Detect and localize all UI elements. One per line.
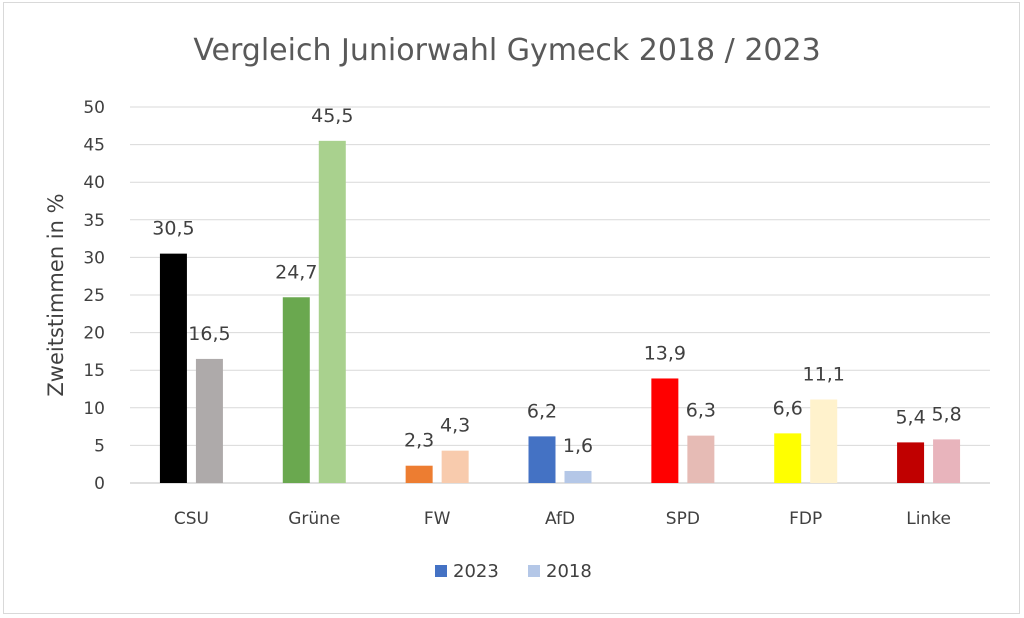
bar-2023-FDP bbox=[774, 433, 802, 483]
y-tick-label: 10 bbox=[83, 399, 105, 419]
data-labels: 30,5 16,5 24,7 45,5 2,3 4,3 6,2 1,6 13,9 6,3 6,611… bbox=[152, 105, 961, 457]
bar-2023-CSU bbox=[159, 253, 187, 483]
bar-2023-Linke bbox=[897, 442, 925, 483]
data-label: 5,8 bbox=[931, 403, 961, 425]
y-axis-label: Zweitstimmen in % bbox=[44, 193, 68, 396]
bar-2018-FW bbox=[441, 450, 469, 483]
data-label: 6,2 bbox=[527, 400, 557, 422]
bar-2018-Grüne bbox=[318, 140, 346, 483]
data-label: 24,7 bbox=[275, 261, 317, 283]
y-tick-label: 50 bbox=[83, 98, 105, 118]
bar-2023-SPD bbox=[651, 378, 679, 483]
bar-2018-CSU bbox=[195, 358, 223, 483]
bar-2018-AfD bbox=[564, 470, 592, 483]
y-tick-label: 45 bbox=[83, 136, 105, 156]
y-tick-label: 0 bbox=[94, 474, 105, 494]
y-tick-label: 30 bbox=[83, 248, 105, 268]
data-label: 4,3 bbox=[440, 415, 470, 437]
bar-2023-AfD bbox=[528, 436, 556, 483]
data-label: 16,5 bbox=[188, 323, 230, 345]
data-label: 13,9 bbox=[644, 342, 686, 364]
bars bbox=[159, 140, 961, 483]
data-label: 6,6 bbox=[773, 397, 803, 419]
bar-2023-Grüne bbox=[282, 297, 310, 483]
x-axis-categories: CSU Grüne FW AfD SPD FDP Linke bbox=[174, 509, 951, 529]
data-label: 2,3 bbox=[404, 430, 434, 452]
data-label: 11,1 bbox=[803, 364, 845, 386]
x-category-label: CSU bbox=[174, 509, 209, 529]
chart-title: Vergleich Juniorwahl Gymeck 2018 / 2023 bbox=[193, 33, 820, 68]
legend-swatch bbox=[435, 565, 447, 577]
x-category-label: FW bbox=[424, 509, 451, 529]
data-label: 1,6 bbox=[563, 435, 593, 457]
bar-2018-SPD bbox=[687, 435, 715, 483]
y-tick-label: 40 bbox=[83, 173, 105, 193]
bar-2018-FDP bbox=[810, 399, 838, 483]
x-category-label: Grüne bbox=[288, 509, 340, 529]
y-tick-label: 20 bbox=[83, 324, 105, 344]
x-category-label: AfD bbox=[545, 509, 575, 529]
y-tick-label: 5 bbox=[94, 436, 105, 456]
data-label: 6,3 bbox=[686, 400, 716, 422]
y-tick-label: 15 bbox=[83, 361, 105, 381]
bar-2023-FW bbox=[405, 465, 433, 483]
gridlines bbox=[130, 106, 990, 484]
x-category-label: SPD bbox=[666, 509, 700, 529]
legend-swatch bbox=[528, 565, 540, 577]
data-label: 5,4 bbox=[895, 406, 925, 428]
legend-label: 2023 bbox=[453, 561, 499, 582]
x-category-label: Linke bbox=[906, 509, 951, 529]
x-category-label: FDP bbox=[789, 509, 822, 529]
data-label: 45,5 bbox=[311, 105, 353, 127]
y-axis-ticks: 0 5 10 15 20 25 30 35 40 45 50 bbox=[83, 98, 105, 494]
legend-label: 2018 bbox=[546, 561, 592, 582]
y-tick-label: 35 bbox=[83, 211, 105, 231]
data-label: 30,5 bbox=[152, 218, 194, 240]
y-tick-label: 25 bbox=[83, 286, 105, 306]
bar-2018-Linke bbox=[933, 439, 961, 483]
legend: 2023 2018 bbox=[435, 561, 592, 582]
